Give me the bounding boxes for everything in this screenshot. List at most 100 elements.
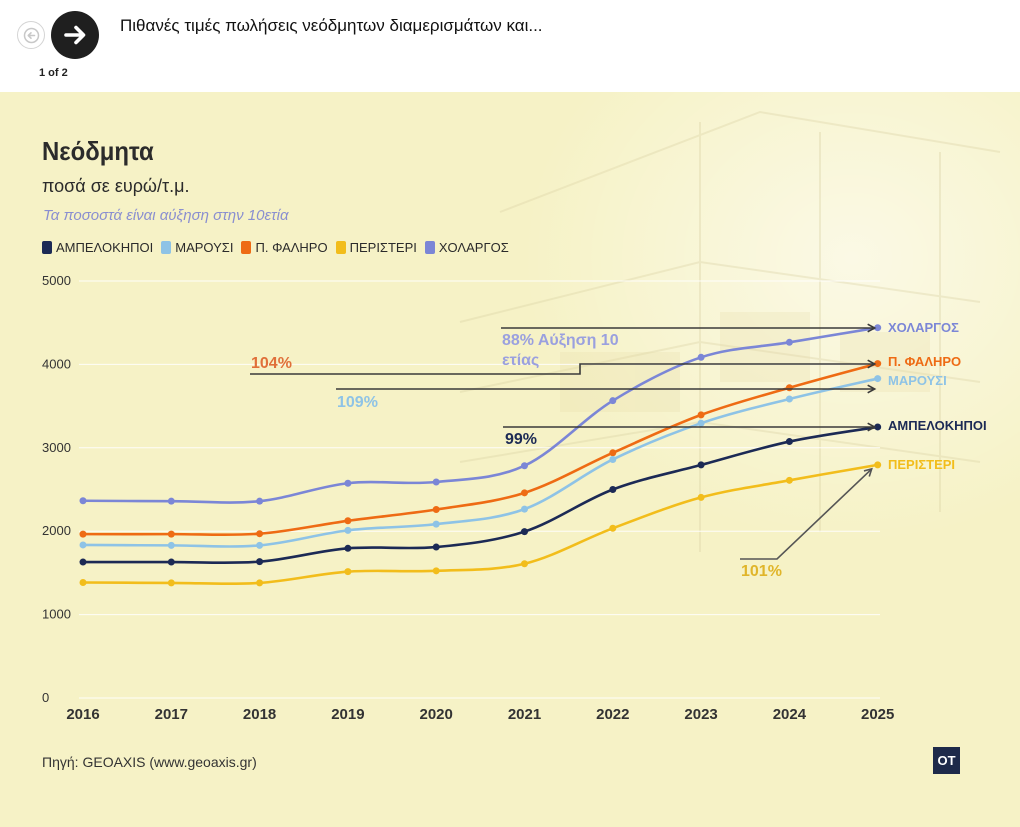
- data-point-faliro: [874, 360, 882, 368]
- data-point-ampelokipoi: [256, 558, 264, 566]
- data-point-ampelokipoi: [432, 543, 440, 551]
- legend-swatch: [161, 241, 172, 254]
- data-point-cholargos: [344, 479, 352, 487]
- data-point-marousi: [785, 395, 793, 403]
- data-point-cholargos: [432, 478, 440, 486]
- legend-item-peristeri: ΠΕΡΙΣΤΕΡΙ: [335, 240, 417, 255]
- data-point-cholargos: [256, 497, 264, 505]
- data-point-cholargos: [874, 324, 882, 332]
- data-point-faliro: [167, 530, 175, 538]
- data-point-peristeri: [609, 524, 617, 532]
- legend-swatch: [335, 241, 346, 254]
- chart-panel: Νεόδμητα ποσά σε ευρώ/τ.μ. Τα ποσοστά εί…: [0, 92, 1020, 827]
- legend-item-marousi: ΜΑΡΟΥΣΙ: [161, 240, 233, 255]
- data-point-ampelokipoi: [609, 486, 617, 493]
- data-point-faliro: [432, 506, 440, 514]
- data-point-marousi: [79, 541, 87, 549]
- annotation-arrow-peristeri-head: [863, 467, 873, 477]
- x-tick-label: 2022: [596, 706, 629, 723]
- annotation-marousi: 109%: [337, 394, 378, 411]
- data-point-marousi: [521, 505, 528, 513]
- data-point-peristeri: [697, 493, 705, 501]
- y-tick-label: 4000: [42, 356, 71, 371]
- data-point-cholargos: [785, 338, 793, 346]
- end-label-ampelokipoi: ΑΜΠΕΛΟΚΗΠΟΙ: [888, 418, 987, 433]
- data-point-peristeri: [521, 560, 528, 568]
- legend-label: ΑΜΠΕΛΟΚΗΠΟΙ: [56, 240, 154, 255]
- annotation-arrow-cholargos-head: [867, 323, 877, 333]
- x-tick-label: 2020: [420, 706, 453, 723]
- data-point-ampelokipoi: [79, 558, 87, 566]
- data-point-cholargos: [609, 397, 617, 405]
- data-point-peristeri: [785, 476, 793, 484]
- data-point-peristeri: [874, 461, 882, 469]
- line-chart: 0 1000 2000 3000 4000 5000 2016 2017 2018 2019 202…: [42, 273, 987, 723]
- legend-label: ΜΑΡΟΥΣΙ: [175, 240, 234, 255]
- data-point-ampelokipoi: [697, 461, 705, 469]
- data-point-faliro: [256, 530, 264, 538]
- y-tick-label: 1000: [42, 607, 71, 622]
- series-line-faliro: [81, 362, 879, 537]
- legend-item-faliro: Π. ΦΑΛΗΡΟ: [241, 240, 328, 255]
- data-point-marousi: [167, 541, 175, 549]
- data-point-cholargos: [697, 353, 705, 361]
- annotation-arrow-marousi-head: [867, 384, 877, 394]
- building-background-image: [420, 92, 1020, 612]
- legend-swatch: [241, 241, 252, 254]
- document-title: Πιθανές τιμές πωλήσεις νεόδμητων διαμερι…: [120, 16, 543, 35]
- legend-swatch: [424, 241, 435, 254]
- series-line-marousi: [81, 377, 879, 548]
- data-point-peristeri: [432, 567, 440, 575]
- arrow-left-icon: [23, 27, 40, 44]
- annotation-peristeri: 101%: [741, 563, 782, 580]
- annotation-cholargos: 88% Αύξηση 10 ετίας: [502, 332, 619, 369]
- x-tick-label: 2025: [861, 706, 894, 723]
- data-point-faliro: [344, 517, 352, 525]
- annotation-arrow-ampelokipoi-head: [867, 422, 877, 432]
- x-tick-label: 2017: [155, 706, 188, 723]
- legend-label: ΧΟΛΑΡΓΟΣ: [438, 240, 509, 255]
- data-point-peristeri: [79, 578, 87, 586]
- end-label-marousi: ΜΑΡΟΥΣΙ: [888, 373, 947, 388]
- annotation-arrow-faliro-head: [867, 359, 877, 369]
- legend-item-cholargos: ΧΟΛΑΡΓΟΣ: [424, 240, 509, 255]
- data-point-cholargos: [521, 462, 528, 470]
- series-line-ampelokipoi: [81, 425, 879, 565]
- data-point-marousi: [609, 455, 617, 463]
- x-tick-label: 2018: [243, 706, 276, 723]
- data-point-ampelokipoi: [167, 558, 175, 566]
- x-tick-label: 2016: [66, 706, 99, 723]
- source-note: Πηγή: GEOAXIS (www.geoaxis.gr): [42, 754, 257, 770]
- data-point-ampelokipoi: [785, 438, 793, 446]
- data-point-marousi: [874, 375, 882, 383]
- annotation-ampelokipoi: 99%: [505, 431, 537, 448]
- chart-subtitle: ποσά σε ευρώ/τ.μ.: [42, 176, 190, 196]
- y-tick-label: 3000: [42, 440, 71, 455]
- data-point-ampelokipoi: [521, 528, 528, 536]
- data-point-faliro: [785, 384, 793, 392]
- y-tick-label: 0: [42, 690, 49, 705]
- annotation-faliro: 104%: [251, 355, 292, 372]
- x-tick-label: 2023: [684, 706, 717, 723]
- data-point-faliro: [79, 530, 87, 538]
- chart-legend: ΑΜΠΕΛΟΚΗΠΟΙ ΜΑΡΟΥΣΙ Π. ΦΑΛΗΡΟ ΠΕΡΙΣΤΕΡΙ …: [42, 240, 509, 255]
- x-tick-label: 2019: [331, 706, 364, 723]
- data-point-peristeri: [256, 579, 264, 587]
- legend-label: ΠΕΡΙΣΤΕΡΙ: [349, 240, 417, 255]
- annotation-arrow-faliro: [250, 363, 875, 375]
- top-bar: 1 of 2 Πιθανές τιμές πωλήσεις νεόδμητων …: [0, 0, 1020, 92]
- data-point-peristeri: [167, 579, 175, 587]
- end-label-peristeri: ΠΕΡΙΣΤΕΡΙ: [888, 457, 955, 472]
- prev-page-button[interactable]: [17, 21, 45, 49]
- arrow-right-icon: [64, 25, 86, 45]
- x-tick-label: 2021: [508, 706, 541, 723]
- next-page-button[interactable]: [51, 11, 99, 59]
- data-point-peristeri: [344, 568, 352, 576]
- page-counter: 1 of 2: [39, 67, 68, 79]
- chart-note: Τα ποσοστά είναι αύξηση στην 10ετία: [43, 207, 289, 224]
- data-point-marousi: [256, 541, 264, 549]
- data-point-ampelokipoi: [874, 423, 882, 431]
- end-label-cholargos: ΧΟΛΑΡΓΟΣ: [888, 320, 959, 335]
- y-tick-label: 2000: [42, 523, 71, 538]
- brand-logo: OT: [933, 747, 960, 774]
